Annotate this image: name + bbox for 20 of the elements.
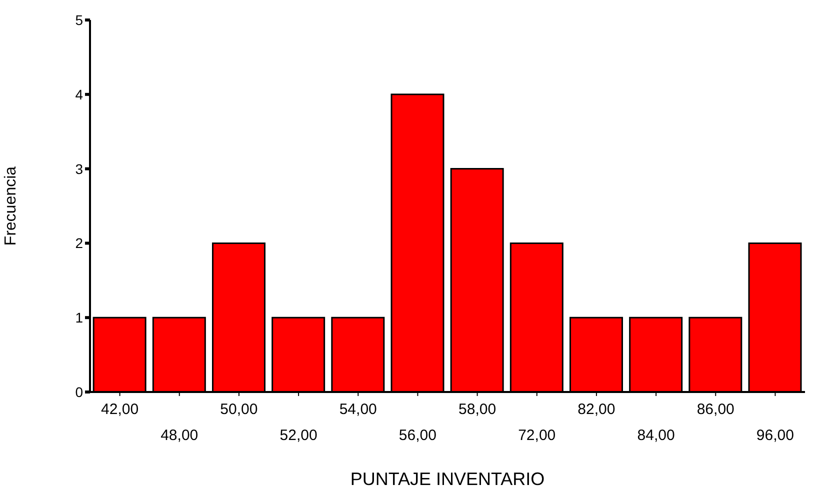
x-tick-label: 72,00 — [518, 427, 556, 444]
y-tick-label: 0 — [75, 384, 84, 400]
y-axis-title: Frecuencia — [2, 166, 20, 246]
x-tick-label: 54,00 — [339, 401, 377, 418]
y-tick-label: 3 — [75, 160, 84, 177]
x-tick-label: 82,00 — [578, 401, 616, 418]
x-axis-title: PUNTAJE INVENTARIO — [350, 469, 545, 489]
y-tick-label: 4 — [75, 86, 84, 102]
y-tick-label: 5 — [75, 12, 84, 28]
x-tick-label: 42,00 — [101, 401, 139, 418]
x-tick-label: 48,00 — [160, 427, 198, 444]
x-tick-label: 56,00 — [398, 427, 436, 444]
x-tick-label: 96,00 — [756, 427, 794, 444]
y-tick-label: 1 — [75, 310, 84, 326]
x-tick-label: 84,00 — [637, 427, 675, 444]
x-tick-label: 50,00 — [220, 401, 258, 418]
x-tick-label: 52,00 — [280, 427, 318, 444]
x-tick-label: 86,00 — [696, 401, 734, 418]
y-tick-label: 2 — [75, 235, 84, 252]
x-tick-label: 58,00 — [458, 401, 496, 418]
